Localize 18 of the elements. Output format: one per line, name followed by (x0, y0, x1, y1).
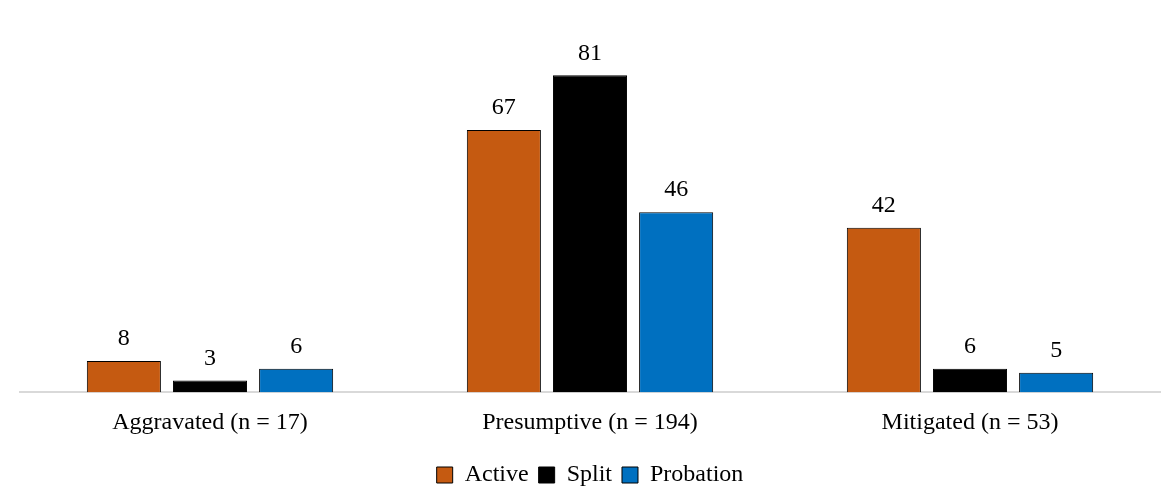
legend-label: Active (464, 460, 529, 487)
data-label: 42 (871, 191, 896, 218)
data-label: 3 (204, 343, 216, 370)
data-label: 67 (491, 93, 516, 120)
x-tick-label: Mitigated (n = 53) (881, 407, 1059, 434)
legend-label: Split (566, 460, 613, 487)
x-tick-label: Presumptive (n = 194) (482, 407, 698, 434)
data-label: 46 (664, 175, 689, 202)
data-label: 5 (1050, 335, 1063, 362)
x-tick-label: Aggravated (n = 17) (112, 407, 308, 434)
bar (552, 75, 628, 393)
legend-label: Probation (650, 460, 744, 487)
bar (932, 368, 1008, 393)
data-label: 81 (578, 38, 602, 65)
data-label: 6 (290, 332, 303, 359)
bar (172, 380, 248, 393)
data-label: 8 (117, 324, 130, 351)
data-label: 6 (964, 332, 976, 359)
